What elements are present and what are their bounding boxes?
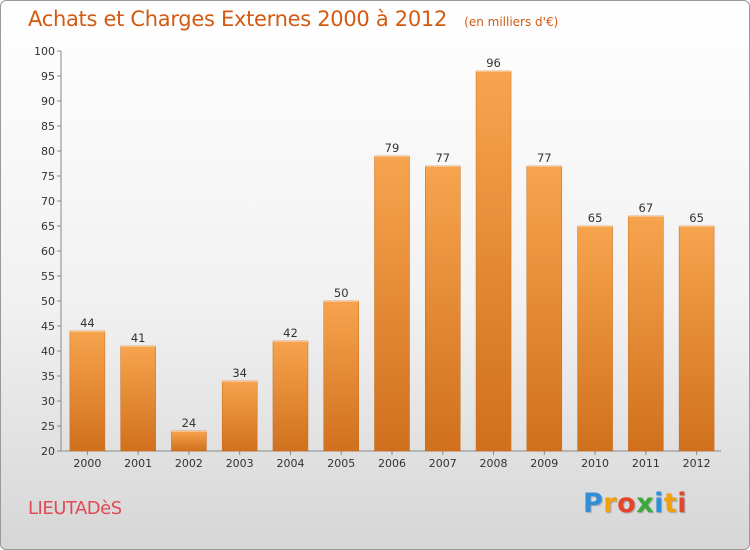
- place-name: LIEUTADèS: [28, 498, 122, 519]
- logo-letter: x: [636, 488, 655, 519]
- x-tick-label-2004: 2004: [276, 457, 304, 470]
- logo-letter: i: [677, 488, 688, 519]
- chart-unit-label: (en milliers d'€): [464, 15, 559, 29]
- value-label-2002: 24: [182, 416, 197, 430]
- labels: 44 2000 41 2001 24 2002 34 2003 42 2004 50 2005 79 20…: [73, 56, 710, 470]
- logo-letter: t: [663, 488, 678, 519]
- chart-title: Achats et Charges Externes 2000 à 2012: [28, 7, 448, 31]
- title-row: Achats et Charges Externes 2000 à 2012 (…: [28, 7, 558, 31]
- bar-2012: [678, 225, 715, 452]
- y-tick-label: 100: [34, 45, 55, 58]
- x-tick-label-2005: 2005: [327, 457, 355, 470]
- y-tick-label: 35: [41, 370, 55, 383]
- y-tick-label: 50: [41, 295, 55, 308]
- y-tick-label: 30: [41, 395, 55, 408]
- y-tick-label: 80: [41, 145, 55, 158]
- value-label-2010: 65: [588, 211, 603, 225]
- bar-2003: [221, 380, 258, 452]
- bar-2009: [526, 165, 563, 452]
- y-tick-label: 25: [41, 420, 55, 433]
- y-tick-label: 20: [41, 445, 55, 458]
- bar-2011: [628, 215, 664, 452]
- value-label-2012: 65: [689, 211, 704, 225]
- y-tick-label: 40: [41, 345, 55, 358]
- logo-letter: r: [603, 488, 618, 519]
- x-tick-label-2012: 2012: [683, 457, 711, 470]
- value-label-2004: 42: [283, 326, 298, 340]
- bar-2010: [577, 225, 613, 452]
- bar-2007: [425, 165, 461, 452]
- bar-2000: [69, 330, 106, 452]
- x-tick-label-2011: 2011: [632, 457, 660, 470]
- x-tick-label-2007: 2007: [429, 457, 457, 470]
- value-label-2001: 41: [131, 331, 146, 345]
- logo-letter: P: [583, 488, 604, 519]
- bar-2004: [272, 340, 309, 452]
- x-tick-label-2000: 2000: [73, 457, 101, 470]
- value-label-2000: 44: [80, 316, 95, 330]
- y-tick-label: 55: [41, 270, 55, 283]
- x-tick-label-2002: 2002: [175, 457, 203, 470]
- x-tick-label-2009: 2009: [530, 457, 558, 470]
- bar-2001: [120, 345, 156, 452]
- y-tick-label: 85: [41, 120, 55, 133]
- y-tick-label: 90: [41, 95, 55, 108]
- y-tick-label: 65: [41, 220, 55, 233]
- value-label-2009: 77: [537, 151, 552, 165]
- logo-letter: o: [617, 488, 637, 519]
- y-tick-label: 75: [41, 170, 55, 183]
- x-tick-label-2006: 2006: [378, 457, 406, 470]
- value-label-2011: 67: [639, 201, 654, 215]
- value-label-2006: 79: [385, 141, 400, 155]
- x-tick-label-2001: 2001: [124, 457, 152, 470]
- bar-2006: [374, 155, 410, 452]
- value-label-2008: 96: [486, 56, 501, 70]
- axes: 20 25 30 35 40 45 50 55 60 65 70 75 80 85 90 95 100: [34, 45, 721, 458]
- x-tick-label-2010: 2010: [581, 457, 609, 470]
- bar-2002: [171, 430, 207, 452]
- x-tick-label-2003: 2003: [226, 457, 254, 470]
- y-tick-label: 95: [41, 70, 55, 83]
- y-tick-label: 45: [41, 320, 55, 333]
- value-label-2005: 50: [334, 286, 349, 300]
- x-tick-label-2008: 2008: [480, 457, 508, 470]
- bar-2008: [475, 70, 512, 452]
- y-tick-label: 60: [41, 245, 55, 258]
- bars: [69, 70, 715, 452]
- logo-letter: i: [654, 488, 664, 519]
- value-label-2007: 77: [435, 151, 450, 165]
- y-tick-label: 70: [41, 195, 55, 208]
- proxiti-logo[interactable]: Proxiti: [583, 488, 687, 519]
- value-label-2003: 34: [232, 366, 247, 380]
- bar-2005: [323, 300, 359, 452]
